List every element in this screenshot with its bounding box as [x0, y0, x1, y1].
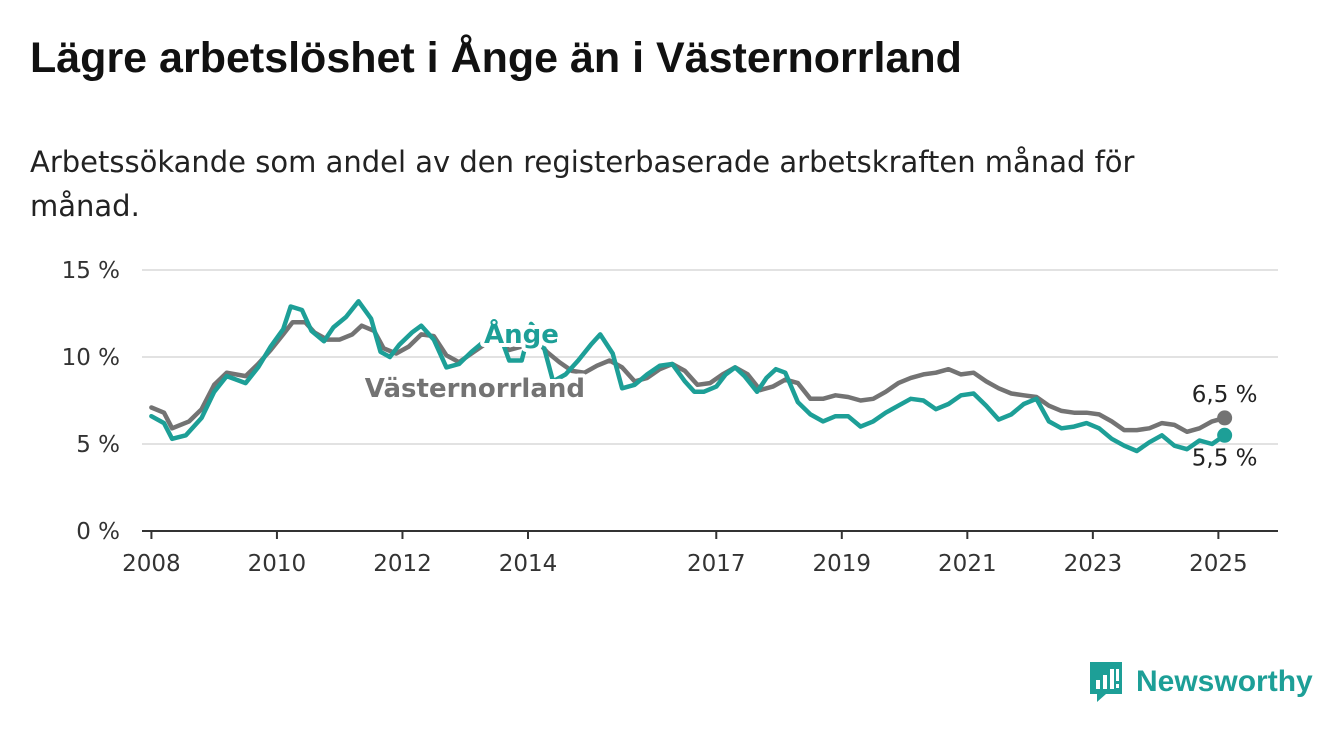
x-tick-label: 2010 — [248, 551, 307, 577]
series-label: Ånge — [484, 318, 559, 350]
x-tick-label: 2019 — [813, 551, 872, 577]
series-end-marker — [1217, 410, 1233, 426]
end-value-label-ange: 5,5 % — [1192, 445, 1258, 471]
x-tick-label: 2023 — [1064, 551, 1123, 577]
y-tick-label: 5 % — [76, 432, 120, 458]
series-line-ange — [149, 299, 1227, 454]
brand-name: Newsworthy — [1136, 665, 1313, 698]
line-chart: 0 % 5 % 10 % 15 % 2008 2010 2012 2014 2017 2019 20… — [62, 258, 1278, 577]
end-value-label-vasternorrland: 6,5 % — [1192, 382, 1258, 408]
newsworthy-bar-chart-icon — [1090, 662, 1122, 702]
y-tick-label: 0 % — [76, 519, 120, 545]
x-tick-label: 2012 — [373, 551, 432, 577]
y-tick-label: 15 % — [62, 258, 120, 284]
x-tick-label: 2021 — [938, 551, 997, 577]
x-tick-label: 2014 — [499, 551, 558, 577]
chart-subtitle: Arbetssökande som andel av den registerb… — [30, 145, 1135, 223]
series-label: Västernorrland — [365, 374, 585, 404]
x-tick-label: 2017 — [687, 551, 746, 577]
x-tick-label: 2025 — [1189, 551, 1248, 577]
chart-title: Lägre arbetslöshet i Ånge än i Västernor… — [30, 34, 962, 82]
y-tick-label: 10 % — [62, 345, 120, 371]
series-labels: VästernorrlandVästernorrlandÅngeÅnge6,5 … — [361, 314, 1258, 471]
axes: 0 % 5 % 10 % 15 % 2008 2010 2012 2014 2017 2019 20… — [62, 258, 1278, 577]
series-line-vasternorrland — [149, 319, 1227, 435]
brand-logo: Newsworthy — [1088, 660, 1313, 704]
gridlines — [142, 269, 1278, 445]
series-label-halo: Ånge — [484, 318, 559, 350]
x-tick-label: 2008 — [122, 551, 181, 577]
series-end-marker — [1217, 427, 1233, 443]
series-label-halo: Västernorrland — [365, 374, 585, 404]
series-lines — [149, 299, 1233, 454]
